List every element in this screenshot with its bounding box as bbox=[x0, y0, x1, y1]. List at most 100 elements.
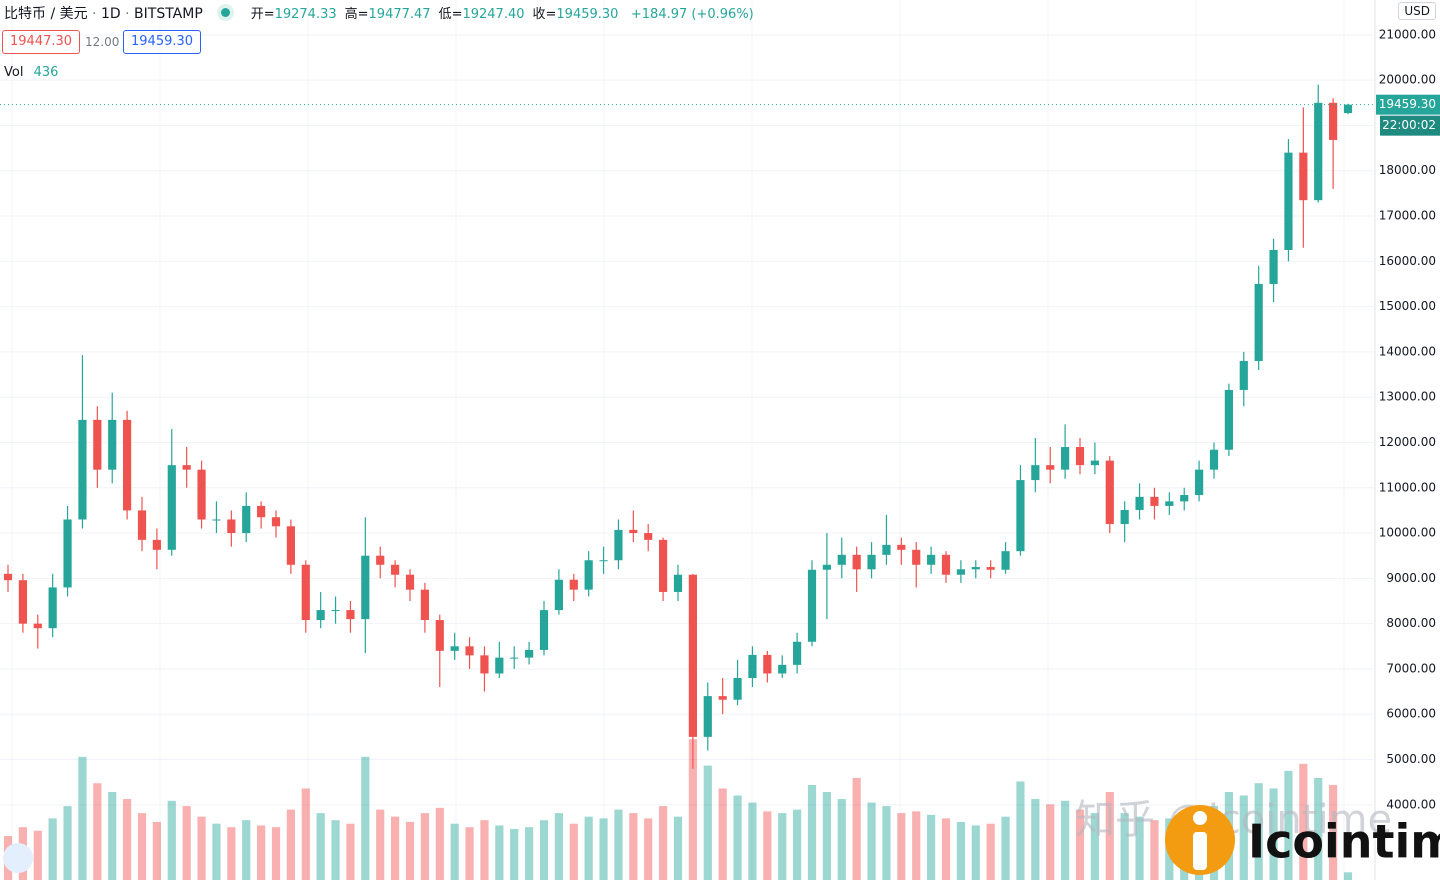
y-tick-label: 15000.00 bbox=[1379, 299, 1436, 313]
y-tick-label: 13000.00 bbox=[1379, 390, 1436, 404]
ohlc-value: 19459.30 bbox=[556, 7, 619, 22]
candle-body bbox=[1224, 389, 1233, 450]
candle-body bbox=[718, 696, 727, 700]
candle-body bbox=[793, 641, 802, 665]
volume-bar bbox=[361, 756, 370, 880]
volume-value: 436 bbox=[33, 65, 59, 80]
volume-bar bbox=[480, 820, 489, 880]
candle-body bbox=[927, 554, 936, 565]
candle-body bbox=[152, 539, 161, 550]
volume-bar bbox=[1090, 813, 1099, 880]
candle-body bbox=[510, 657, 519, 659]
volume-bar bbox=[956, 821, 965, 880]
volume-bar bbox=[242, 820, 251, 880]
volume-bar bbox=[867, 802, 876, 880]
volume-bar bbox=[167, 800, 176, 880]
volume-bar bbox=[1001, 816, 1010, 880]
candle-body bbox=[852, 554, 861, 570]
candle-body bbox=[1001, 551, 1010, 570]
y-tick-label: 11000.00 bbox=[1379, 480, 1436, 494]
candle-body bbox=[1299, 152, 1308, 201]
tv-logo bbox=[3, 843, 33, 873]
symbol-line: 比特币 / 美元 · 1D · BITSTAMP 开=19274.33 高=194… bbox=[4, 6, 754, 22]
volume-bar bbox=[420, 813, 429, 880]
candle-body bbox=[1016, 480, 1025, 552]
volume-bar bbox=[271, 827, 281, 880]
candle-body bbox=[331, 610, 340, 612]
volume-bar bbox=[108, 792, 117, 880]
candle-body bbox=[659, 539, 668, 592]
volume-bar bbox=[986, 823, 995, 880]
candles bbox=[3, 84, 1353, 769]
candle-body bbox=[1031, 465, 1040, 481]
volume-bar bbox=[688, 739, 697, 880]
volume-bar bbox=[644, 818, 653, 880]
candle-body bbox=[629, 529, 638, 534]
y-tick-label: 4000.00 bbox=[1386, 797, 1436, 811]
candle-body bbox=[882, 544, 891, 555]
volume-bar bbox=[227, 827, 236, 880]
candle-body bbox=[569, 579, 578, 590]
y-tick-label: 10000.00 bbox=[1379, 526, 1436, 540]
ohlc-value: 19247.40 bbox=[462, 7, 525, 22]
candle-body bbox=[1135, 496, 1144, 510]
y-tick-label: 8000.00 bbox=[1386, 616, 1436, 630]
volume-bar bbox=[48, 818, 57, 880]
volume-bar bbox=[1120, 813, 1129, 880]
ohlc-label: 低= bbox=[438, 7, 463, 22]
volume-bar bbox=[1299, 763, 1308, 880]
candle-body bbox=[733, 678, 742, 700]
volume-bar bbox=[703, 765, 712, 880]
candle-body bbox=[614, 529, 623, 561]
candle-body bbox=[450, 646, 459, 651]
candle-body bbox=[257, 505, 266, 518]
candle-body bbox=[1046, 465, 1055, 470]
bid-box[interactable]: 19447.30 bbox=[2, 30, 81, 54]
candle-body bbox=[554, 579, 563, 611]
candle-body bbox=[867, 554, 876, 570]
volume-bar bbox=[182, 806, 191, 880]
currency-button[interactable]: USD bbox=[1398, 2, 1436, 20]
candle-body bbox=[346, 610, 355, 620]
candle-body bbox=[93, 419, 102, 470]
candle-body bbox=[1254, 283, 1263, 361]
candle-body bbox=[525, 649, 534, 658]
candle-body bbox=[1105, 460, 1114, 525]
volume-bar bbox=[554, 813, 563, 880]
volume-bar bbox=[1314, 777, 1323, 880]
interval[interactable]: 1D bbox=[100, 6, 121, 22]
candle-body bbox=[182, 465, 191, 470]
candle-body bbox=[1075, 447, 1085, 466]
volume-bar bbox=[763, 811, 772, 880]
volume-bar bbox=[405, 821, 415, 880]
candle-body bbox=[1209, 449, 1219, 470]
ask-box[interactable]: 19459.30 bbox=[123, 30, 202, 54]
volume-bar bbox=[897, 813, 906, 880]
exchange: BITSTAMP bbox=[134, 6, 203, 22]
candle-body bbox=[1090, 460, 1099, 466]
y-tick-label: 9000.00 bbox=[1386, 571, 1436, 585]
candle-body bbox=[912, 549, 921, 565]
volume-bar bbox=[1239, 795, 1248, 880]
candle-body bbox=[242, 505, 251, 534]
volume-bar bbox=[465, 827, 474, 880]
candle-body bbox=[539, 610, 549, 650]
volume-bar bbox=[1061, 800, 1070, 880]
candle-body bbox=[584, 560, 593, 590]
symbol[interactable]: 比特币 / 美元 bbox=[4, 6, 88, 22]
y-tick-label: 5000.00 bbox=[1386, 752, 1436, 766]
volume-bar bbox=[123, 799, 132, 880]
candle-body bbox=[137, 510, 147, 540]
candle-body bbox=[763, 654, 772, 674]
volume-title: Vol bbox=[4, 65, 24, 80]
volume-bar bbox=[435, 807, 444, 880]
volume-bar bbox=[93, 783, 102, 880]
volume-bar bbox=[882, 806, 891, 880]
candle-body bbox=[778, 664, 787, 674]
candle-body bbox=[465, 646, 474, 656]
candle-body bbox=[1284, 152, 1293, 251]
candle-body bbox=[316, 610, 325, 621]
candle-body bbox=[391, 564, 400, 575]
candle-body bbox=[1180, 495, 1189, 502]
